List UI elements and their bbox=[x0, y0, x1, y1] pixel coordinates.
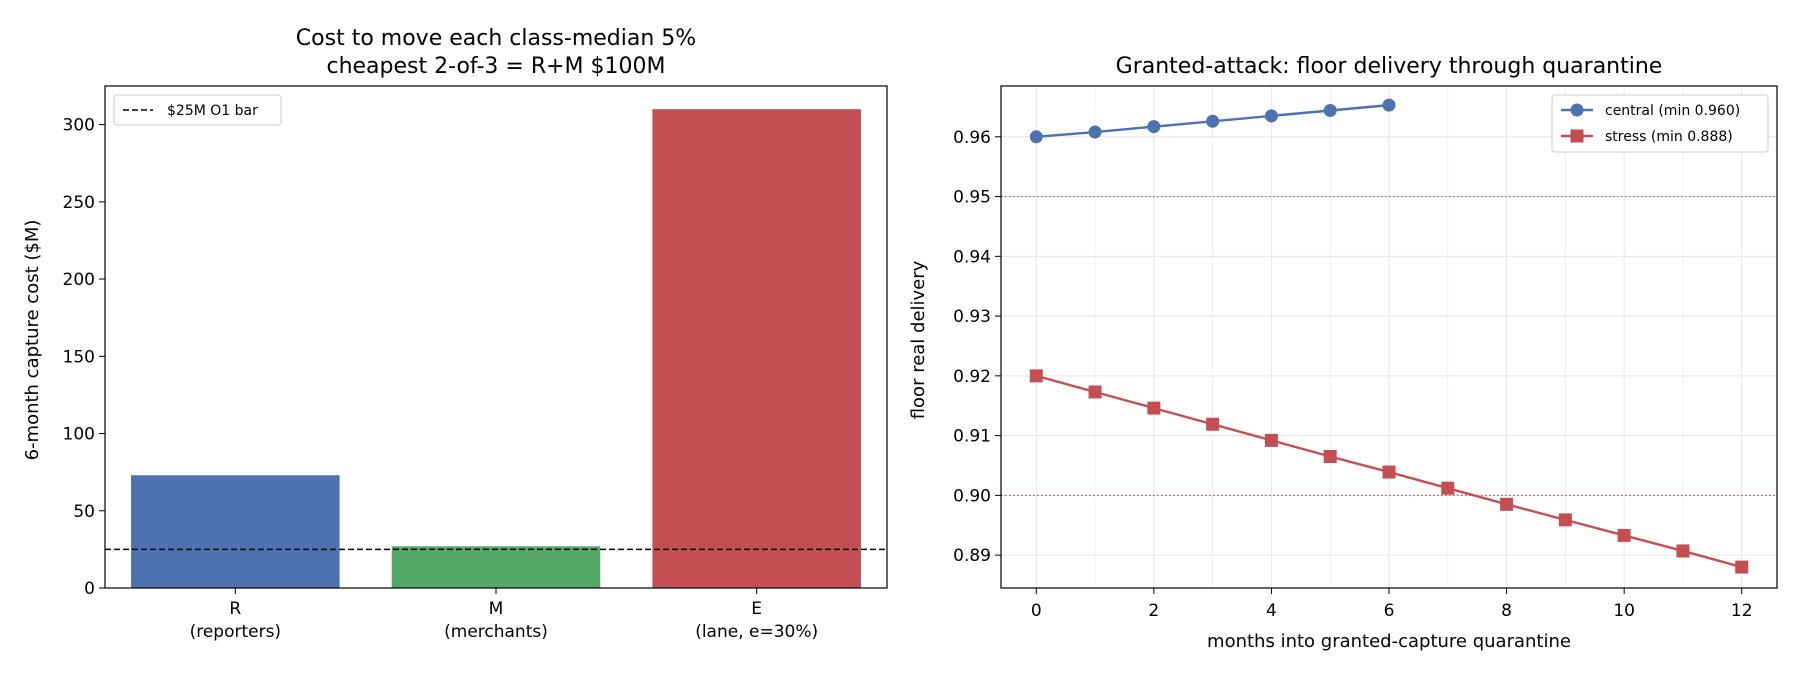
data-point bbox=[1323, 450, 1337, 464]
chart-title: Granted-attack: floor delivery through q… bbox=[1116, 54, 1663, 79]
y-tick-label: 0.91 bbox=[953, 427, 991, 447]
y-tick-label: 150 bbox=[63, 347, 95, 367]
bar bbox=[391, 546, 601, 588]
legend-box bbox=[1551, 94, 1769, 153]
y-tick-label: 250 bbox=[63, 193, 95, 213]
y-axis-label: floor real delivery bbox=[908, 260, 929, 419]
data-point bbox=[1735, 560, 1749, 574]
data-point bbox=[1264, 109, 1278, 123]
data-point bbox=[1206, 417, 1220, 431]
x-tick-label: 0 bbox=[1031, 601, 1042, 621]
legend: central (min 0.960) stress (min 0.888) bbox=[1551, 94, 1769, 153]
y-tick-label: 0.93 bbox=[953, 307, 991, 327]
chart-title-line-1: Cost to move each class-median 5% bbox=[296, 26, 696, 51]
data-point bbox=[1264, 433, 1278, 447]
legend-box bbox=[113, 94, 282, 126]
y-tick-label: 50 bbox=[73, 502, 95, 522]
x-tick-label: E bbox=[751, 599, 762, 619]
y-tick-label: 0 bbox=[84, 579, 95, 599]
data-point bbox=[1088, 385, 1102, 399]
data-point bbox=[1558, 513, 1572, 527]
y-tick-label: 0.89 bbox=[953, 546, 991, 566]
data-point bbox=[1029, 130, 1043, 144]
y-tick-label: 0.94 bbox=[953, 247, 991, 267]
x-tick-label: 6 bbox=[1384, 601, 1395, 621]
data-point bbox=[1029, 369, 1043, 383]
data-point bbox=[1441, 481, 1455, 495]
plot-frame bbox=[104, 85, 888, 589]
y-tick-label: 0.92 bbox=[953, 367, 991, 387]
data-point bbox=[1088, 125, 1102, 139]
legend-label: central (min 0.960) bbox=[1605, 103, 1740, 119]
x-tick-label: R bbox=[229, 599, 241, 619]
data-point bbox=[1147, 120, 1161, 134]
x-tick-label: 10 bbox=[1613, 601, 1635, 621]
x-tick-sublabel: (reporters) bbox=[190, 622, 282, 642]
x-tick-label: 12 bbox=[1731, 601, 1753, 621]
data-point bbox=[1617, 528, 1631, 542]
x-tick-label: 8 bbox=[1501, 601, 1512, 621]
x-tick-label: 2 bbox=[1148, 601, 1159, 621]
data-point bbox=[1500, 497, 1514, 511]
data-point bbox=[1676, 544, 1690, 558]
x-tick-label: 4 bbox=[1266, 601, 1277, 621]
legend-marker bbox=[1570, 103, 1584, 117]
x-tick-sublabel: (lane, e=30%) bbox=[695, 622, 818, 642]
data-point bbox=[1147, 401, 1161, 415]
y-tick-label: 200 bbox=[63, 270, 95, 290]
y-tick-label: 100 bbox=[63, 425, 95, 445]
y-tick-label: 0.96 bbox=[953, 128, 991, 148]
chart-title-line-2: cheapest 2-of-3 = R+M $100M bbox=[326, 54, 665, 79]
bar bbox=[652, 109, 861, 589]
cost-bar-chart: Cost to move each class-median 5% cheape… bbox=[22, 26, 888, 642]
legend-label: stress (min 0.888) bbox=[1605, 129, 1733, 145]
plot-area: R (reporters) M (merchants) E (lane, e=30%) 0 5… bbox=[63, 85, 888, 642]
legend-label: $25M O1 bar bbox=[167, 103, 258, 119]
x-tick-sublabel: (merchants) bbox=[444, 622, 548, 642]
data-point bbox=[1206, 114, 1220, 128]
plot-area: 0 2 4 6 8 10 12 0.89 0.90 0.91 0.92 0.93 0.94 0.95 0.9… bbox=[953, 85, 1778, 621]
x-tick-label: M bbox=[489, 599, 504, 619]
data-point bbox=[1382, 465, 1396, 479]
legend-marker bbox=[1570, 129, 1584, 143]
y-tick-label: 0.90 bbox=[953, 486, 991, 506]
y-axis-label: 6-month capture cost ($M) bbox=[22, 220, 43, 461]
legend: $25M O1 bar bbox=[113, 94, 282, 126]
data-point bbox=[1323, 104, 1337, 118]
bar bbox=[131, 475, 340, 588]
data-point bbox=[1382, 98, 1396, 112]
y-tick-label: 0.95 bbox=[953, 188, 991, 208]
y-tick-label: 300 bbox=[63, 116, 95, 136]
plot-frame bbox=[1000, 85, 1778, 589]
x-axis-label: months into granted-capture quarantine bbox=[1207, 631, 1571, 652]
delivery-line-chart: Granted-attack: floor delivery through q… bbox=[908, 54, 1778, 652]
